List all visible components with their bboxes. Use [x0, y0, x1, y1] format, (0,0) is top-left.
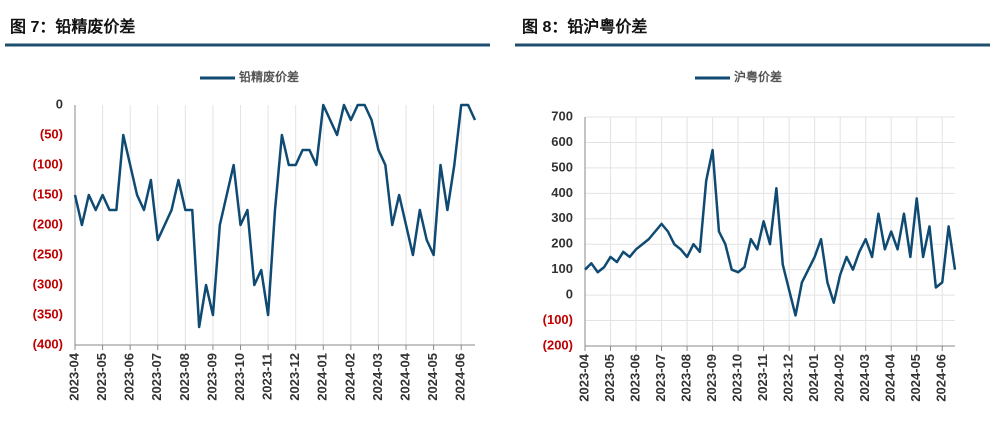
x-tick-label: 2024-03	[370, 353, 385, 401]
x-tick-label: 2024-05	[908, 354, 923, 402]
x-tick-label: 2023-12	[781, 354, 796, 402]
x-tick-label: 2023-11	[260, 353, 275, 400]
y-tick-label: (200)	[33, 216, 63, 231]
x-tick-label: 2023-04	[66, 352, 81, 400]
chart-title: 图 8：铅沪粤价差	[522, 17, 647, 36]
x-tick-label: 2023-08	[679, 354, 694, 402]
y-tick-label: 700	[551, 108, 573, 123]
y-tick-label: (400)	[33, 336, 63, 351]
y-tick-label: 0	[566, 287, 573, 302]
y-tick-label: 0	[56, 96, 63, 111]
y-tick-label: 100	[551, 261, 573, 276]
y-tick-label: 200	[551, 236, 573, 251]
x-tick-label: 2024-01	[806, 354, 821, 402]
y-tick-label: (150)	[33, 186, 63, 201]
y-tick-label: 500	[551, 159, 573, 174]
y-tick-label: (250)	[33, 246, 63, 261]
x-tick-label: 2023-12	[287, 353, 302, 401]
x-tick-label: 2024-02	[342, 353, 357, 401]
x-tick-label: 2023-05	[94, 353, 109, 401]
y-tick-label: (50)	[40, 126, 63, 141]
x-tick-label: 2024-05	[425, 353, 440, 401]
x-tick-label: 2023-11	[755, 354, 770, 401]
x-tick-label: 2023-06	[627, 354, 642, 402]
x-tick-label: 2023-10	[232, 353, 247, 401]
data-line	[584, 148, 957, 317]
x-tick-label: 2023-09	[204, 353, 219, 401]
y-tick-label: (100)	[543, 312, 573, 327]
x-tick-label: 2024-06	[453, 353, 468, 401]
y-tick-label: 400	[551, 185, 573, 200]
legend-label: 铅精废价差	[238, 69, 299, 84]
x-tick-label: 2023-08	[177, 353, 192, 401]
x-tick-label: 2023-06	[122, 353, 137, 401]
y-tick-label: 300	[551, 210, 573, 225]
x-tick-label: 2023-05	[602, 354, 617, 402]
x-tick-label: 2024-01	[315, 353, 330, 401]
legend-label: 沪粤价差	[734, 69, 782, 84]
y-tick-label: (300)	[33, 276, 63, 291]
data-line	[73, 103, 477, 329]
y-tick-label: (100)	[33, 156, 63, 171]
x-tick-label: 2023-09	[704, 354, 719, 402]
x-tick-label: 2023-04	[576, 353, 591, 401]
x-tick-label: 2024-04	[397, 352, 412, 400]
x-tick-label: 2023-07	[149, 353, 164, 401]
x-tick-label: 2024-03	[857, 354, 872, 402]
x-tick-label: 2023-10	[730, 354, 745, 402]
x-tick-label: 2024-06	[934, 354, 949, 402]
y-tick-label: (200)	[543, 337, 573, 352]
y-tick-label: (350)	[33, 306, 63, 321]
x-tick-label: 2023-07	[653, 354, 668, 402]
y-tick-label: 600	[551, 134, 573, 149]
x-tick-label: 2024-02	[832, 354, 847, 402]
chart-title: 图 7：铅精废价差	[10, 17, 135, 36]
x-tick-label: 2024-04	[883, 353, 898, 401]
